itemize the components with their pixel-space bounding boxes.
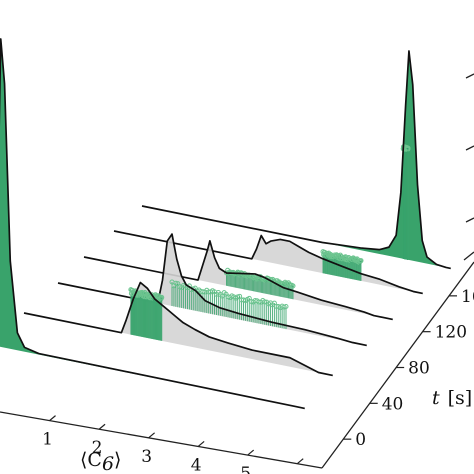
x-tick-mark <box>296 458 304 465</box>
stem-marker <box>237 293 243 299</box>
x-axis-title-main: ⟨C <box>80 449 102 471</box>
stem-marker <box>283 303 289 309</box>
back-axis-line <box>463 251 474 261</box>
ribbon-t120 <box>83 239 393 321</box>
x-tick-label: 1 <box>42 430 53 450</box>
x-tick-mark <box>148 432 155 439</box>
z-tick <box>465 217 474 223</box>
x-tick-label: 3 <box>141 447 152 467</box>
ribbon-t200 <box>141 50 451 270</box>
ribbon-t160 <box>113 230 423 295</box>
t-tick-label: 40 <box>382 394 404 414</box>
t-axis-title-main: t <box>432 387 440 409</box>
axes <box>0 73 474 469</box>
ribbon-curve <box>141 50 451 270</box>
x-tick-mark <box>49 415 56 422</box>
x-tick-label: 5 <box>240 464 251 474</box>
stem-marker <box>405 145 411 151</box>
stem-marker <box>262 299 268 305</box>
z-tick <box>465 73 474 79</box>
ribbon-curve <box>83 239 393 321</box>
ribbon-t40 <box>23 281 333 377</box>
x-tick-label: 4 <box>191 455 202 474</box>
ribbon-curve <box>57 233 367 347</box>
t-axis-line <box>321 261 474 469</box>
ribbon-curve <box>113 230 423 295</box>
t-tick-label: 80 <box>408 359 430 379</box>
x-axis-title: ⟨C6⟩ <box>80 449 121 474</box>
x-axis-title-sub: 6 <box>102 453 114 474</box>
stem-marker <box>358 258 364 264</box>
x-tick-mark <box>247 449 255 456</box>
x-tick-label: 6 <box>290 473 301 474</box>
ribbon-layer <box>0 38 451 410</box>
stem-marker <box>159 294 165 300</box>
t-tick-label: 160 <box>461 287 474 307</box>
ribbon-curve <box>23 281 333 377</box>
x-ticks: 1 2 3 4 5 6 <box>42 415 304 474</box>
t-ticks: 040801201602 <box>343 287 474 450</box>
t-tick-label: 120 <box>435 323 467 343</box>
stem-marker <box>173 280 179 286</box>
x-tick-mark <box>197 441 205 447</box>
ribbon-t0 <box>0 38 305 410</box>
x-axis-line <box>0 411 323 469</box>
t-tick-label: 0 <box>355 430 366 450</box>
ribbon-fill <box>322 50 446 268</box>
t-axis-title: t [s] <box>432 387 472 409</box>
t-axis-title-unit: [s] <box>448 387 473 409</box>
z-tick <box>465 145 474 151</box>
stem-marker <box>249 274 255 280</box>
ribbon-t80 <box>57 233 367 347</box>
x-axis-title-close: ⟩ <box>114 449 121 471</box>
stem-marker <box>290 283 296 289</box>
x-tick-mark <box>98 423 106 430</box>
x-tick-label: 2 <box>92 438 103 458</box>
ribbon-curve <box>0 38 305 410</box>
